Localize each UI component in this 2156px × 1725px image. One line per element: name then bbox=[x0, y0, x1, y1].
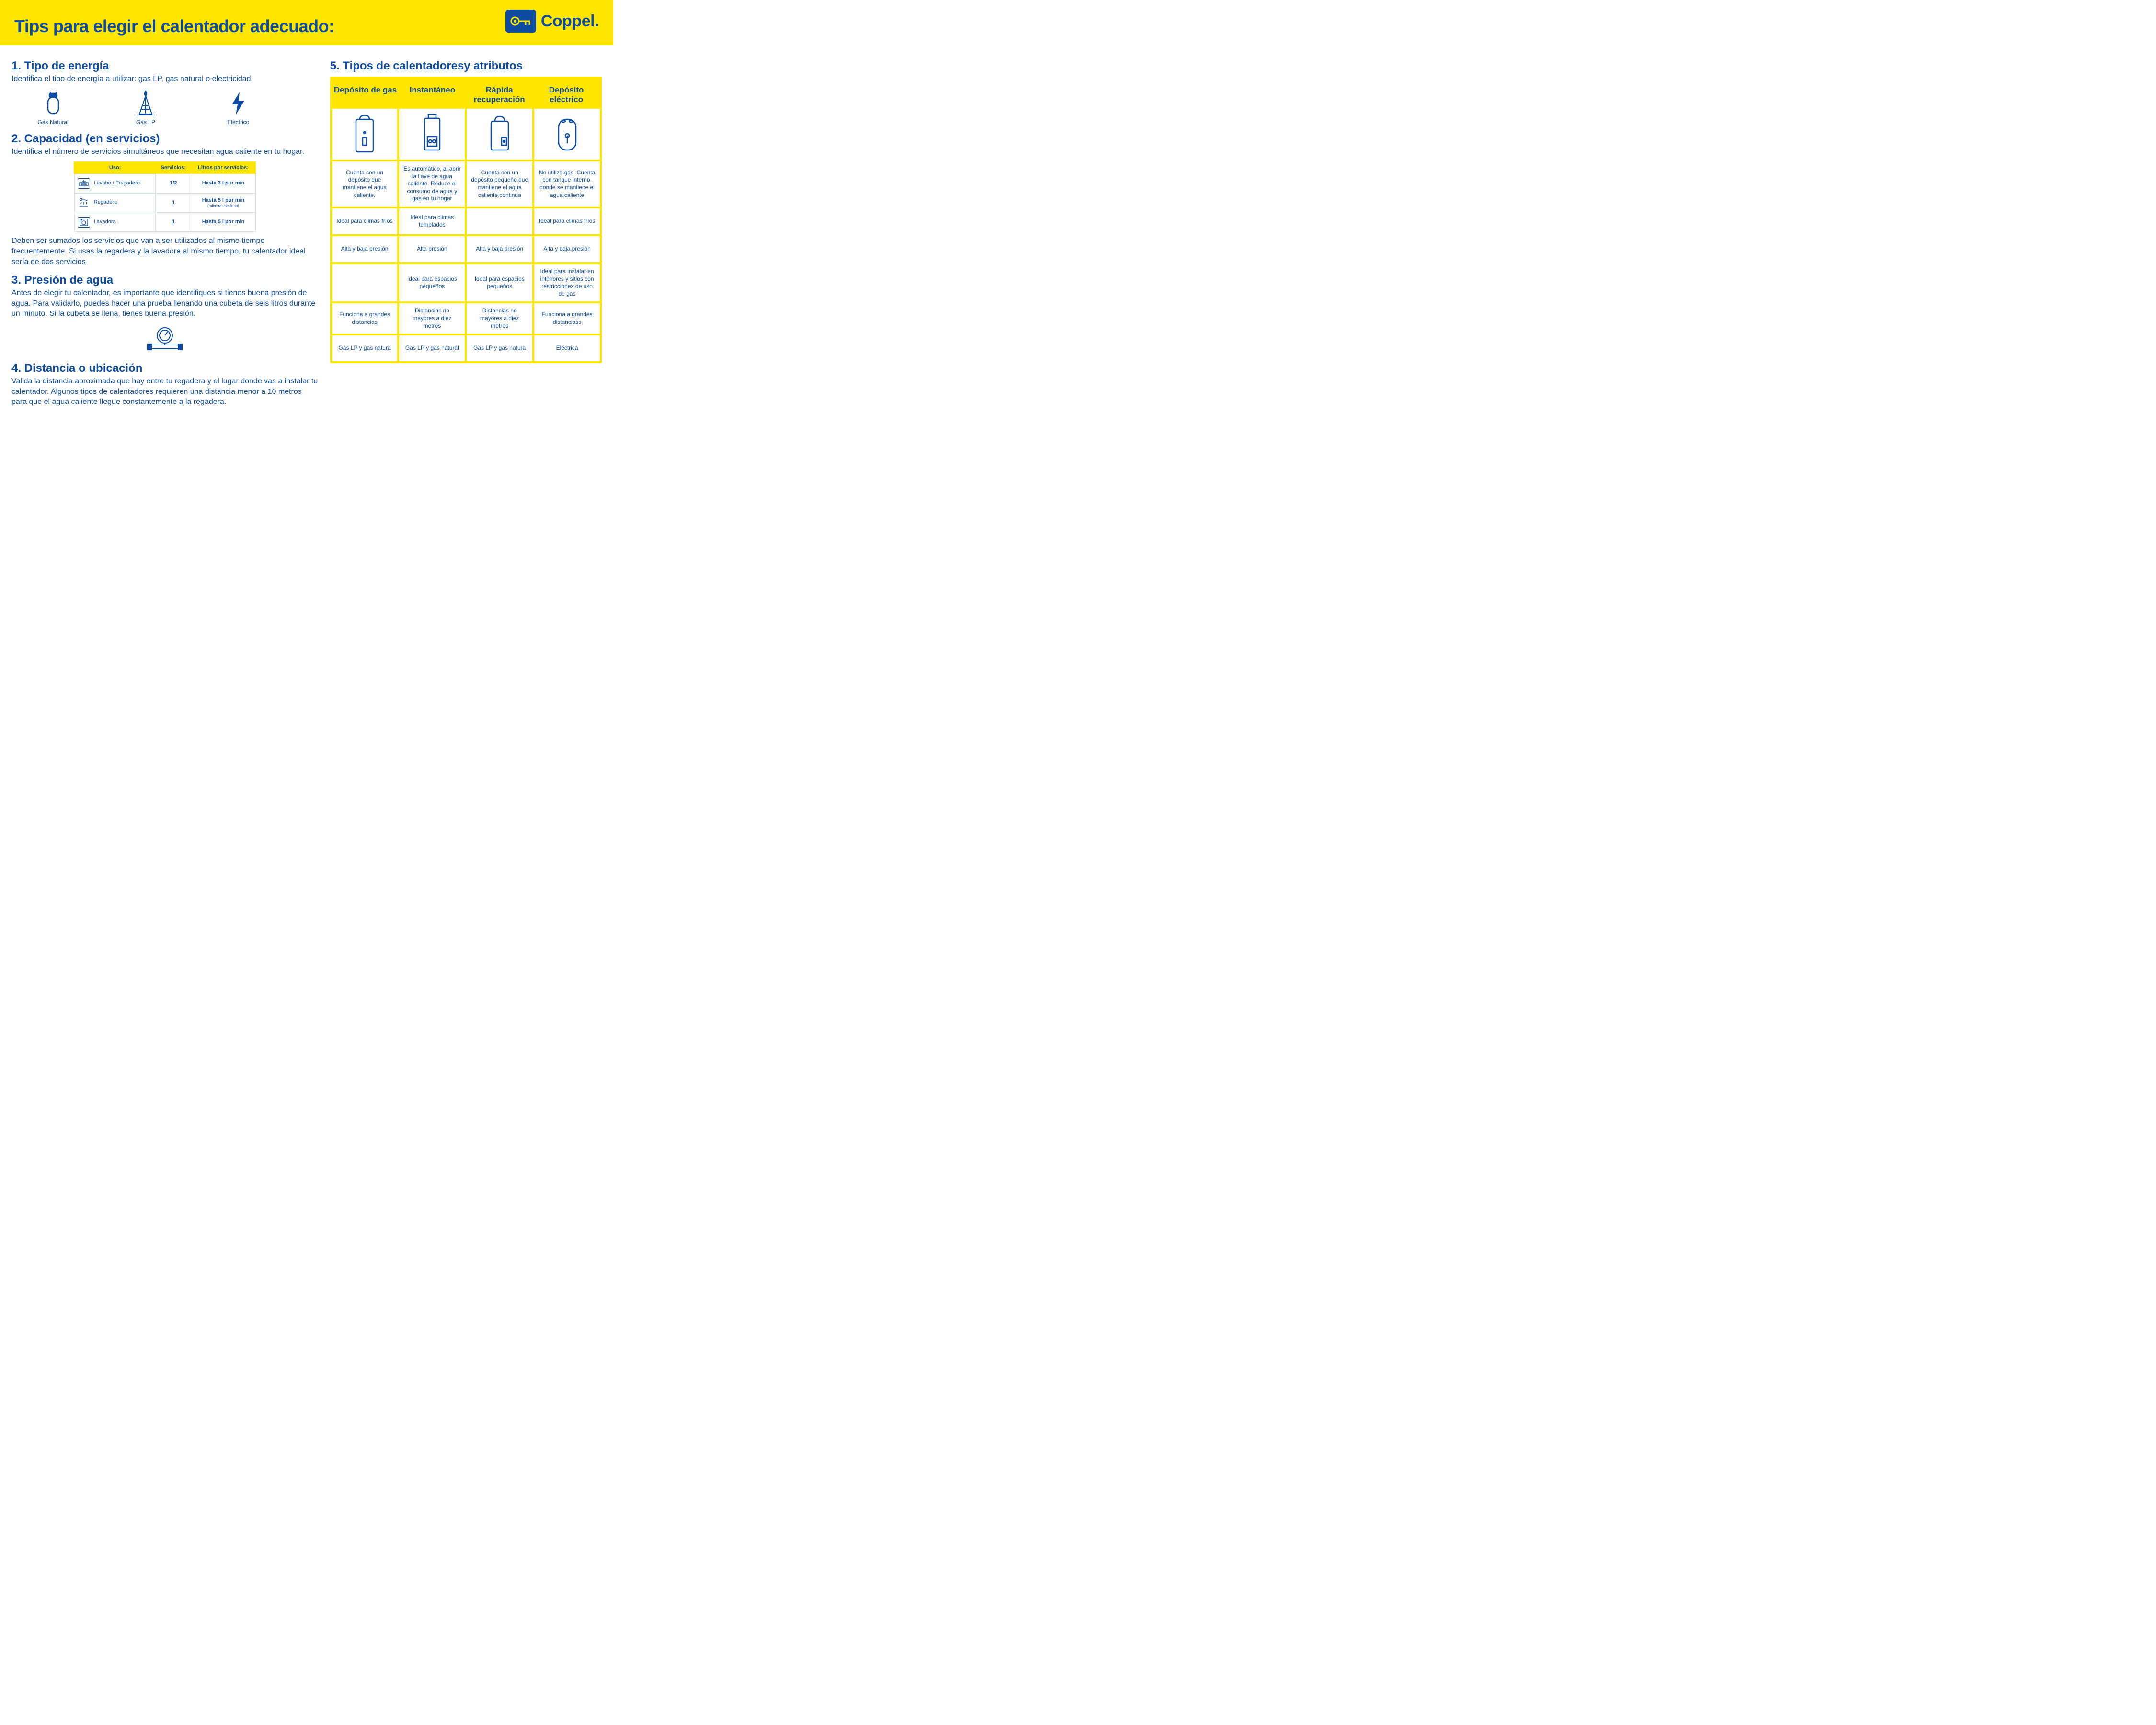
energy-type-row: Gas Natural Gas LP bbox=[11, 90, 280, 126]
capacity-servicios: 1 bbox=[172, 200, 175, 206]
capacity-col-uso: Uso: bbox=[74, 162, 156, 174]
heater-cell: Cuenta con un depósito pequeño que manti… bbox=[467, 161, 532, 207]
section2-footnote: Deben ser sumados los servicios que van … bbox=[11, 236, 319, 267]
heater-types-grid: Cuenta con un depósito que mantiene el a… bbox=[332, 109, 600, 361]
section4-heading: 4. Distancia o ubicación bbox=[11, 362, 319, 375]
section3-body: Antes de elegir tu calentador, es import… bbox=[11, 288, 319, 319]
heater-types-table: Depósito de gas Instantáneo Rápida recup… bbox=[330, 77, 602, 363]
capacity-servicios: 1 bbox=[172, 219, 175, 225]
capacity-servicios: 1/2 bbox=[170, 180, 177, 186]
table-row: Regadera 1 Hasta 5 l por min(mientras se… bbox=[74, 193, 256, 213]
section1-heading: 1. Tipo de energía bbox=[11, 59, 319, 73]
heater-cell: Funciona a grandes distancias bbox=[332, 303, 398, 334]
heater-cell: Alta presión bbox=[399, 236, 465, 262]
header: Tips para elegir el calentador adecuado:… bbox=[0, 0, 613, 45]
capacity-col-servicios: Servicios: bbox=[156, 162, 191, 174]
heater-col-electrico: Depósito eléctrico bbox=[533, 79, 600, 109]
heater-cell: Gas LP y gas natura bbox=[332, 335, 398, 361]
section2-subtitle: Identifica el número de servicios simult… bbox=[11, 147, 319, 157]
page-title: Tips para elegir el calentador adecuado: bbox=[14, 16, 334, 36]
pressure-gauge-icon bbox=[11, 324, 319, 355]
heater-cell: Alta y baja presión bbox=[467, 236, 532, 262]
heater-electrico-icon bbox=[534, 109, 600, 160]
heater-cell: Gas LP y gas natura bbox=[467, 335, 532, 361]
capacity-uso-label: Lavadora bbox=[94, 219, 116, 226]
heater-instantaneo-icon bbox=[399, 109, 465, 160]
brand-key-icon bbox=[505, 10, 536, 33]
capacity-litros: Hasta 3 l por min bbox=[202, 180, 245, 186]
energy-gas-natural: Gas Natural bbox=[11, 90, 94, 126]
heater-cell bbox=[332, 264, 398, 301]
capacity-uso-label: Regadera bbox=[94, 199, 117, 206]
heater-cell: Ideal para climas templados bbox=[399, 208, 465, 234]
heater-cell: Funciona a grandes distanciass bbox=[534, 303, 600, 334]
capacity-litros: Hasta 5 l por min bbox=[202, 219, 245, 225]
sink-icon bbox=[78, 178, 90, 189]
heater-cell: Ideal para espacios pequeños bbox=[399, 264, 465, 301]
brand-name: Coppel. bbox=[541, 12, 599, 31]
section2-heading: 2. Capacidad (en servicios) bbox=[11, 132, 319, 146]
capacity-litros: Hasta 5 l por min bbox=[202, 197, 245, 203]
heater-col-instantaneo: Instantáneo bbox=[399, 79, 466, 109]
capacity-table-wrap: Uso: Servicios: Litros por servicios: La… bbox=[11, 161, 319, 232]
energy-gas-lp: Gas LP bbox=[104, 90, 187, 126]
table-row: Lavadora 1 Hasta 5 l por min bbox=[74, 213, 256, 232]
section5-heading: 5. Tipos de calentadoresy atributos bbox=[330, 59, 602, 73]
shower-icon bbox=[78, 197, 90, 208]
energy-label: Eléctrico bbox=[197, 119, 280, 126]
heater-cell: Distancias no mayores a diez metros bbox=[399, 303, 465, 334]
heater-cell: Alta y baja presión bbox=[534, 236, 600, 262]
heater-cell: Ideal para climas fríos bbox=[534, 208, 600, 234]
heater-col-rapida: Rápida recuperación bbox=[466, 79, 533, 109]
gas-tank-icon bbox=[11, 90, 94, 117]
heater-cell: Ideal para instalar en interiores y siti… bbox=[534, 264, 600, 301]
heater-cell: Distancias no mayores a diez metros bbox=[467, 303, 532, 334]
section3-heading: 3. Presión de agua bbox=[11, 274, 319, 287]
energy-label: Gas LP bbox=[104, 119, 187, 126]
capacity-col-litros: Litros por servicios: bbox=[191, 162, 256, 174]
heater-types-header: Depósito de gas Instantáneo Rápida recup… bbox=[332, 79, 600, 109]
heater-cell: Cuenta con un depósito que mantiene el a… bbox=[332, 161, 398, 207]
heater-col-deposito-gas: Depósito de gas bbox=[332, 79, 399, 109]
capacity-litros-note: (mientras se llena) bbox=[194, 204, 253, 208]
heater-cell: Eléctrica bbox=[534, 335, 600, 361]
heater-cell bbox=[467, 208, 532, 234]
brand: Coppel. bbox=[505, 10, 599, 33]
oil-derrick-icon bbox=[104, 90, 187, 117]
capacity-uso-label: Lavabo / Fregadero bbox=[94, 180, 140, 187]
heater-cell: Es automático, al abrir la llave de agua… bbox=[399, 161, 465, 207]
heater-rapida-icon bbox=[467, 109, 532, 160]
heater-cell: Ideal para espacios pequeños bbox=[467, 264, 532, 301]
right-column: 5. Tipos de calentadoresy atributos Depó… bbox=[330, 53, 602, 412]
heater-cell: Alta y baja presión bbox=[332, 236, 398, 262]
energy-electric: Eléctrico bbox=[197, 90, 280, 126]
heater-cell: Gas LP y gas natural bbox=[399, 335, 465, 361]
section1-subtitle: Identifica el tipo de energía a utilizar… bbox=[11, 74, 319, 84]
capacity-table: Uso: Servicios: Litros por servicios: La… bbox=[74, 161, 256, 232]
energy-label: Gas Natural bbox=[11, 119, 94, 126]
section4-body: Valida la distancia aproximada que hay e… bbox=[11, 376, 319, 407]
left-column: 1. Tipo de energía Identifica el tipo de… bbox=[11, 53, 319, 412]
heater-cell: Ideal para climas fríos bbox=[332, 208, 398, 234]
lightning-icon bbox=[197, 90, 280, 117]
heater-cell: No utiliza gas. Cuenta con tanque intern… bbox=[534, 161, 600, 207]
table-row: Lavabo / Fregadero 1/2 Hasta 3 l por min bbox=[74, 174, 256, 194]
washer-icon bbox=[78, 217, 90, 228]
content: 1. Tipo de energía Identifica el tipo de… bbox=[0, 45, 613, 424]
heater-deposito-gas-icon bbox=[332, 109, 398, 160]
